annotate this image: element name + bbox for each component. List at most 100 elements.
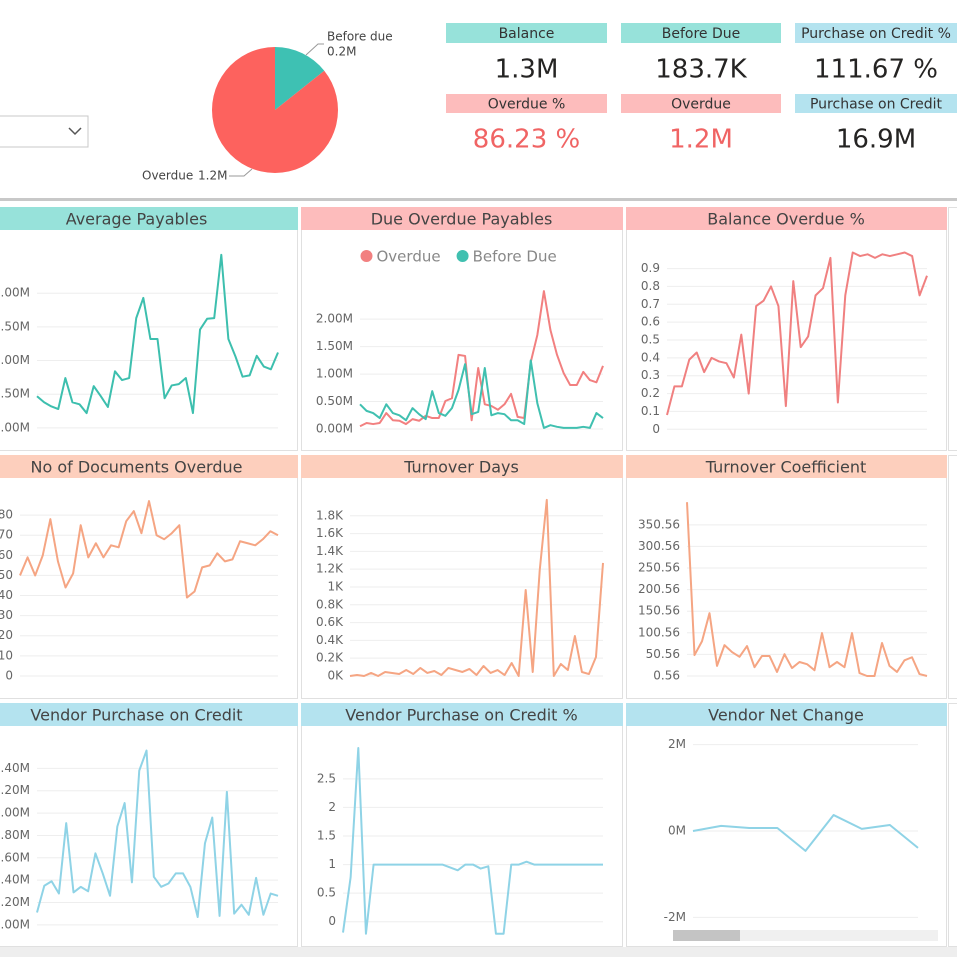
panel-title: Turnover Coefficient — [705, 458, 866, 477]
pie-label: 1.2M — [198, 169, 227, 183]
y-tick-label: 0.6 — [641, 315, 660, 329]
y-tick-label: 1.00M — [0, 806, 30, 820]
panel-partial — [948, 207, 957, 451]
panel-partial — [948, 455, 957, 699]
y-tick-label: 2.5 — [317, 771, 336, 785]
y-tick-label: 0.2K — [316, 651, 344, 665]
y-tick-label: 1.50M — [0, 319, 30, 333]
card-value: 86.23 % — [473, 125, 580, 155]
panel-header — [0, 703, 298, 726]
panel-header — [626, 455, 947, 478]
panel-title: No of Documents Overdue — [30, 458, 242, 477]
dropdown-chevron[interactable] — [68, 127, 82, 136]
y-tick-label: 1.50M — [316, 339, 353, 353]
y-tick-label: 0K — [327, 668, 344, 682]
y-tick-label: 20 — [0, 628, 13, 642]
card-title: Purchase on Credit % — [801, 26, 951, 42]
panel-title: Turnover Days — [403, 458, 519, 477]
slicer-dropdown[interactable] — [0, 115, 89, 148]
panel-header — [301, 207, 623, 230]
card-header — [795, 94, 957, 113]
y-tick-label: 1.2K — [316, 562, 344, 576]
y-tick-label: 2.00M — [0, 286, 30, 300]
y-tick-label: 1.00M — [0, 353, 30, 367]
y-tick-label: 100.56 — [638, 625, 680, 639]
y-tick-label: 50.56 — [646, 647, 680, 661]
y-tick-label: 40 — [0, 588, 13, 602]
line-series — [359, 359, 604, 429]
panel-header — [626, 703, 947, 726]
bottom-strip — [0, 947, 957, 957]
y-tick-label: 0 — [652, 422, 660, 436]
separator — [0, 198, 957, 201]
panel-partial — [948, 703, 957, 947]
legend-marker — [360, 250, 373, 262]
card-value: 111.67 % — [814, 55, 938, 85]
card-header — [621, 23, 781, 43]
y-tick-label: 0.00M — [0, 917, 30, 931]
y-tick-label: 350.56 — [638, 517, 680, 531]
card-value: 183.7K — [655, 55, 747, 85]
line-series — [692, 814, 919, 852]
pie-label: 0.2M — [327, 45, 356, 59]
panel-title: Vendor Net Change — [708, 706, 864, 725]
y-tick-label: 300.56 — [638, 539, 680, 553]
scrollbar-thumb — [673, 930, 740, 941]
y-tick-label: 60 — [0, 548, 13, 562]
card-header — [621, 94, 781, 113]
y-tick-label: 0.20M — [0, 895, 30, 909]
y-tick-label: 1.6K — [316, 526, 344, 540]
panel-title: Vendor Purchase on Credit — [30, 706, 242, 725]
panel-header — [301, 703, 623, 726]
leader-line — [305, 43, 324, 56]
pie-label: Before due — [327, 30, 393, 44]
y-tick-label: 0.6K — [316, 615, 344, 629]
y-tick-label: 200.56 — [638, 582, 680, 596]
card-header — [446, 94, 607, 113]
y-tick-label: 0.60M — [0, 850, 30, 864]
card-title: Balance — [499, 26, 555, 42]
y-tick-label: 2.00M — [316, 312, 353, 326]
y-tick-label: 70 — [0, 528, 13, 542]
y-tick-label: 0 — [328, 914, 336, 928]
y-tick-label: 1.40M — [0, 761, 30, 775]
line-series — [36, 253, 279, 415]
y-tick-label: 30 — [0, 608, 13, 622]
y-tick-label: 0.00M — [0, 420, 30, 434]
card-value: 1.2M — [669, 125, 733, 155]
panel-header — [0, 455, 298, 478]
y-tick-label: 0.5 — [641, 333, 660, 347]
y-tick-label: 0.3 — [641, 368, 660, 382]
y-tick-label: 1 — [328, 857, 336, 871]
y-tick-label: 2M — [668, 737, 686, 751]
card-title: Before Due — [662, 26, 741, 42]
y-tick-label: 0.50M — [316, 394, 353, 408]
panel-title: Balance Overdue % — [707, 210, 865, 229]
pie-label: Overdue — [142, 169, 193, 183]
content: Balance 1.3M Before Due 183.7K Purchase on C… — [0, 23, 957, 947]
y-tick-label: 10 — [0, 648, 13, 662]
y-tick-label: 150.56 — [638, 604, 680, 618]
y-tick-label: 0.40M — [0, 873, 30, 887]
pie-slice — [275, 47, 325, 110]
panel — [626, 703, 947, 947]
y-tick-label: 2 — [328, 800, 336, 814]
y-tick-label: 0.1 — [641, 404, 660, 418]
panel — [0, 703, 298, 947]
scrollbar-track — [673, 930, 938, 941]
panel — [301, 703, 623, 947]
line-series — [666, 251, 928, 416]
panel — [626, 455, 947, 699]
line-series — [342, 747, 603, 935]
y-tick-label: 1.20M — [0, 783, 30, 797]
y-tick-label: 0 — [5, 668, 13, 682]
legend-marker — [456, 250, 469, 262]
y-tick-label: 0.5 — [317, 886, 336, 900]
y-tick-label: 0M — [668, 824, 686, 838]
y-tick-label: 0.8K — [316, 597, 344, 611]
card-value: 16.9M — [836, 125, 916, 155]
y-tick-label: 0.2 — [641, 386, 660, 400]
panel — [626, 207, 947, 451]
y-tick-label: 0.7 — [641, 297, 660, 311]
